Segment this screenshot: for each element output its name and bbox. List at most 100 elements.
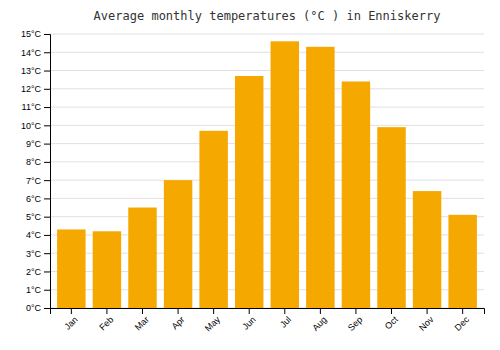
tick: 12°C	[21, 84, 50, 94]
tick: 1°C	[26, 285, 50, 295]
tick-label: 11°C	[22, 102, 42, 112]
tick-label: Nov	[417, 314, 436, 333]
grid-line	[50, 107, 484, 108]
tick-mark	[213, 308, 214, 314]
bar	[448, 215, 476, 308]
tick-mark	[284, 308, 285, 314]
bar	[164, 180, 192, 308]
tick: 15°C	[21, 29, 50, 39]
tick-label: Mar	[133, 314, 151, 332]
chart: 0°C 1°C 2°C 3°C 4°C 5°C 6°C 7°C 8°C 9°C 10°C 11°C 12…	[0, 0, 500, 350]
bar	[413, 191, 441, 308]
tick-mark	[355, 308, 356, 314]
tick-label: 14°C	[21, 48, 42, 58]
tick: 5°C	[26, 212, 50, 222]
tick-label: Jan	[62, 314, 79, 331]
grid-line	[50, 34, 484, 35]
tick: May	[203, 308, 222, 334]
tick-mark	[44, 290, 50, 291]
tick: Jun	[240, 308, 257, 332]
tick-mark	[462, 308, 463, 314]
tick: Apr	[169, 308, 186, 331]
bar	[235, 76, 263, 308]
tick: 8°C	[26, 157, 50, 167]
tick: Jul	[278, 308, 293, 330]
tick-label: Apr	[169, 314, 186, 331]
bar	[377, 127, 405, 308]
tick-label: 2°C	[26, 267, 42, 277]
tick: 3°C	[26, 249, 50, 259]
grid	[50, 34, 484, 308]
grid-line	[50, 161, 484, 162]
tick-label: Feb	[97, 314, 115, 332]
title: Average monthly temperatures (°C ) in En…	[94, 9, 441, 23]
tick-label: Sep	[346, 314, 364, 332]
tick-mark	[44, 89, 50, 90]
tick-mark	[427, 308, 428, 314]
bar	[342, 81, 370, 308]
tick-label: 10°C	[21, 121, 42, 131]
tick-label: 3°C	[26, 249, 42, 259]
grid-line	[50, 180, 484, 181]
bar	[306, 47, 334, 308]
tick-mark	[249, 308, 250, 314]
tick: Oct	[383, 308, 400, 331]
bars	[57, 41, 477, 308]
tick: 0°C	[26, 303, 50, 313]
tick-label: Oct	[383, 314, 400, 331]
tick-mark	[71, 308, 72, 314]
tick-mark	[320, 308, 321, 314]
tick-label: Jun	[240, 314, 257, 331]
tick-label: 8°C	[26, 157, 42, 167]
tick-mark	[44, 180, 50, 181]
grid-line	[50, 143, 484, 144]
tick: 10°C	[21, 121, 50, 131]
tick-mark	[106, 308, 107, 314]
tick: 14°C	[21, 48, 50, 58]
tick-label: 6°C	[26, 194, 42, 204]
tick-label: 9°C	[26, 139, 42, 149]
tick: 6°C	[26, 194, 50, 204]
tick-label: 0°C	[26, 303, 42, 313]
tick-mark	[44, 107, 50, 108]
tick-label: May	[203, 314, 222, 333]
tick: Feb	[97, 308, 115, 332]
tick-label: 15°C	[21, 29, 42, 39]
grid-line	[50, 52, 484, 53]
y-axis: 0°C 1°C 2°C 3°C 4°C 5°C 6°C 7°C 8°C 9°C 10°C 11°C 12…	[21, 29, 51, 313]
bar	[57, 229, 85, 308]
tick: 9°C	[26, 139, 50, 149]
axis-line	[44, 35, 51, 309]
tick-mark	[142, 308, 143, 314]
bar	[93, 231, 121, 308]
tick: 11°C	[22, 102, 50, 112]
tick-label: 4°C	[26, 230, 42, 240]
tick-mark	[44, 125, 50, 126]
tick-mark	[44, 144, 50, 145]
bar	[128, 208, 156, 308]
tick: 7°C	[26, 176, 50, 186]
plot: 0°C 1°C 2°C 3°C 4°C 5°C 6°C 7°C 8°C 9°C 10°C 11°C 12…	[21, 29, 485, 333]
tick-mark	[44, 217, 50, 218]
tick-mark	[178, 308, 179, 314]
tick: Nov	[417, 308, 436, 333]
tick-label: Jul	[278, 314, 293, 329]
tick: Aug	[310, 308, 328, 333]
tick-mark	[44, 71, 50, 72]
tick-mark	[44, 52, 50, 53]
tick-label: Dec	[453, 314, 472, 333]
tick-mark	[44, 308, 50, 309]
tick-mark	[44, 198, 50, 199]
tick-label: 1°C	[26, 285, 42, 295]
tick-mark	[44, 271, 50, 272]
tick: 4°C	[26, 230, 50, 240]
tick-mark	[44, 235, 50, 236]
bar	[271, 41, 299, 308]
tick-mark	[391, 308, 392, 314]
tick-label: 5°C	[26, 212, 42, 222]
tick-mark	[44, 253, 50, 254]
tick-mark	[44, 162, 50, 163]
bar	[199, 131, 227, 308]
tick-label: 13°C	[21, 66, 42, 76]
tick: Sep	[346, 308, 364, 333]
